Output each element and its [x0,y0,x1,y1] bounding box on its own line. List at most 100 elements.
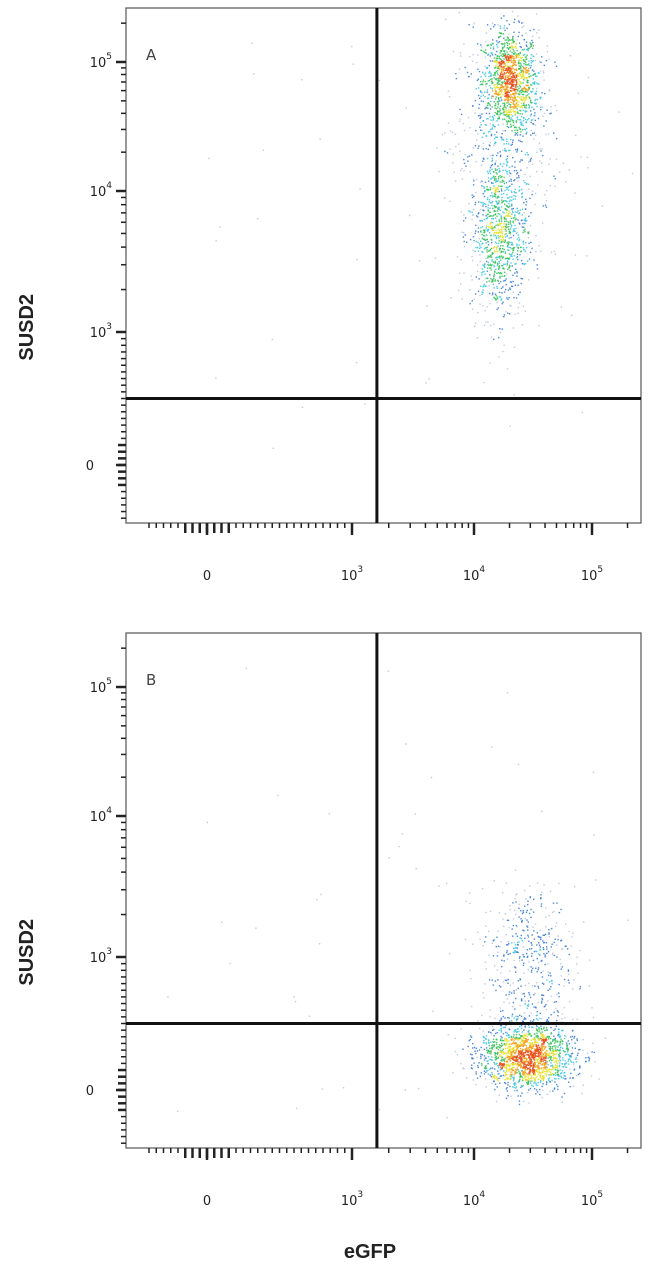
data-point [483,265,485,267]
data-point [525,1066,528,1068]
data-point [526,167,528,169]
data-point [495,57,497,59]
data-point [448,96,451,98]
data-point [583,921,585,923]
data-point [568,953,570,956]
data-point [539,1048,541,1050]
data-point [474,112,476,114]
data-point [500,1066,502,1068]
data-point [548,1036,550,1038]
data-point [543,1066,545,1069]
data-point [513,180,515,182]
data-point [482,251,484,254]
data-point [501,232,503,235]
data-point [488,64,490,67]
data-point [486,249,488,251]
data-point [523,212,526,214]
data-point [510,126,512,128]
data-point [552,1052,554,1054]
data-point [567,973,570,976]
data-point [524,1000,526,1002]
data-point [528,87,531,89]
data-point [507,114,510,116]
data-point [489,173,492,175]
data-point [351,45,353,48]
data-point [553,1050,555,1052]
data-point [489,274,491,276]
data-point [532,1057,534,1059]
data-point [510,285,513,287]
data-point [495,1063,497,1065]
data-point [515,47,517,49]
data-point [556,1063,559,1065]
data-point [560,968,562,970]
data-point [514,219,516,221]
data-point [518,957,521,959]
data-point [538,1039,540,1041]
data-point [533,138,535,140]
data-point [497,224,499,227]
data-point [484,309,486,312]
data-point [518,72,520,74]
data-point [514,63,516,66]
data-point [512,46,514,48]
data-point [483,248,486,250]
data-point [529,1070,532,1073]
data-point [481,250,483,253]
data-point [497,242,500,245]
data-point [508,1046,510,1048]
data-point [529,42,531,44]
data-point [514,1049,516,1052]
data-point [481,1014,483,1017]
data-point [490,44,492,46]
data-point [541,1046,543,1048]
data-point [482,71,484,73]
data-point [484,983,486,985]
data-point [516,1037,518,1039]
data-point [550,106,552,108]
data-point [511,928,513,930]
tick-base: 10 [90,56,107,71]
data-point [493,1045,495,1047]
data-point [478,243,481,245]
data-point [497,1073,499,1075]
data-point [454,1037,456,1039]
data-point [528,1102,530,1104]
data-point [530,134,532,136]
data-point [476,247,479,249]
data-point [505,86,508,88]
data-point [508,1057,511,1059]
data-point [523,79,525,81]
data-point [514,131,516,134]
data-point [549,113,551,115]
data-point [459,52,462,54]
data-point [500,1017,503,1019]
data-point [533,1080,536,1082]
data-point [490,267,492,269]
data-point [499,231,501,233]
plot-frame [125,632,642,1149]
data-point [520,150,523,152]
data-point [477,54,479,56]
data-point [501,239,503,241]
data-point [501,959,503,961]
data-point [523,1055,525,1057]
data-point [506,215,509,217]
data-point [546,1029,548,1031]
data-point [507,1050,509,1052]
data-point [535,251,537,253]
data-point [460,113,463,115]
y-tick-label: 104 [90,181,113,200]
data-point [504,1079,506,1081]
data-point [542,222,544,224]
data-point [512,1036,515,1038]
data-point [592,1042,594,1044]
data-point [519,1095,522,1097]
data-point [501,965,503,968]
data-point [497,237,500,239]
data-point [554,925,557,927]
data-point [532,1085,534,1088]
data-point [492,90,494,92]
data-point [480,201,482,204]
data-point [484,56,486,58]
